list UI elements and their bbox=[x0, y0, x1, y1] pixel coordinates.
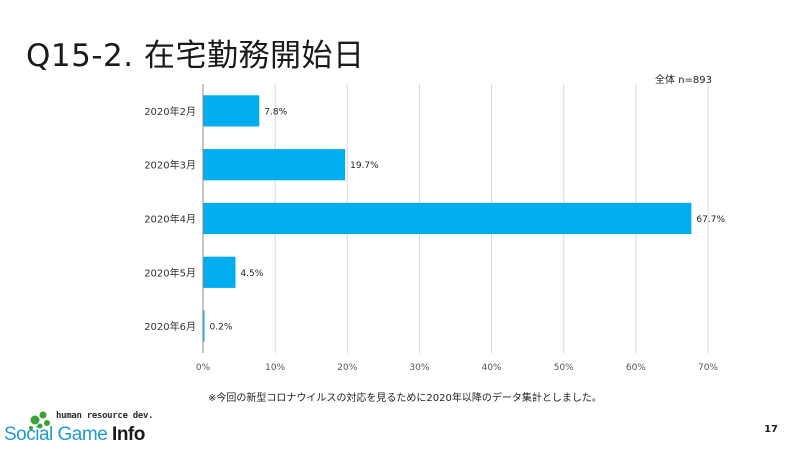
value-labels: 7.8% 19.7% 67.7% 4.5% 0.2% bbox=[210, 107, 726, 332]
x-tick-label: 60% bbox=[626, 363, 646, 373]
data-label: 67.7% bbox=[696, 215, 725, 225]
bar bbox=[203, 149, 346, 181]
brand-logo: human resource dev. Social Game Info bbox=[4, 411, 154, 447]
data-label: 19.7% bbox=[350, 161, 379, 171]
x-tick-label: 70% bbox=[698, 363, 718, 373]
x-tick-label: 40% bbox=[482, 363, 502, 373]
x-tick-label: 50% bbox=[554, 363, 574, 373]
page-title: Q15-2. 在宅勤務開始日 bbox=[26, 38, 365, 74]
logo-brand-text: Social Game Info bbox=[4, 424, 145, 446]
logo-brand-accent: Info bbox=[112, 424, 145, 445]
bars bbox=[203, 95, 692, 342]
bar bbox=[203, 202, 692, 235]
x-tick-label: 30% bbox=[409, 363, 429, 373]
data-label: 0.2% bbox=[210, 323, 233, 333]
bar bbox=[203, 310, 205, 342]
category-label: 2020年4月 bbox=[144, 213, 196, 226]
logo-brand-main: Social Game bbox=[4, 424, 113, 445]
category-labels: 2020年2月 2020年3月 2020年4月 2020年5月 2020年6月 bbox=[144, 105, 196, 333]
x-tick-label: 20% bbox=[337, 363, 357, 373]
bar bbox=[203, 95, 260, 127]
category-label: 2020年3月 bbox=[144, 159, 196, 172]
data-label: 4.5% bbox=[240, 269, 263, 279]
sample-size-note: 全体 n=893 bbox=[655, 75, 712, 86]
x-tick-label: 0% bbox=[196, 363, 211, 373]
footnote: ※今回の新型コロナウイルスの対応を見るために2020年以降のデータ集計としました… bbox=[208, 393, 602, 404]
bar bbox=[203, 256, 236, 288]
data-label: 7.8% bbox=[264, 107, 287, 117]
category-label: 2020年6月 bbox=[144, 320, 196, 333]
category-label: 2020年5月 bbox=[144, 266, 196, 279]
page-number: 17 bbox=[764, 424, 778, 435]
logo-tagline: human resource dev. bbox=[56, 411, 154, 421]
logo-mark-icon bbox=[29, 411, 50, 430]
x-tick-label: 10% bbox=[265, 363, 285, 373]
x-axis-ticks: 0% 10% 20% 30% 40% 50% 60% 70% bbox=[196, 363, 719, 373]
category-label: 2020年2月 bbox=[144, 105, 196, 118]
